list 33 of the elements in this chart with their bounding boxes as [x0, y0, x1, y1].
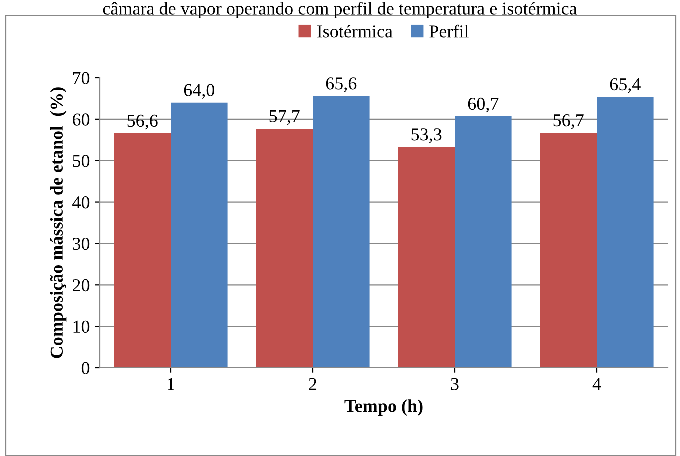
bar — [597, 97, 654, 368]
x-tick-label: 2 — [309, 378, 317, 390]
x-tick-label: 1 — [168, 378, 174, 390]
x-tick-label: 3 — [451, 378, 459, 390]
data-label: 56,7 — [554, 114, 584, 130]
bar — [455, 116, 512, 368]
y-tick-label: 50 — [73, 155, 90, 168]
y-tick-label: 10 — [74, 320, 90, 334]
x-axis-title: Tempo (h) — [344, 400, 423, 416]
bar — [171, 102, 228, 368]
data-label: 64,0 — [184, 84, 215, 100]
y-axis-title: Composição mássica de etanol (%) — [50, 88, 67, 358]
data-label: 57,7 — [270, 110, 300, 126]
chart-title: câmara de vapor operando com perfil de temperatura e isotérmica — [103, 2, 578, 19]
data-label: 60,7 — [468, 98, 499, 113]
bar — [114, 134, 171, 368]
legend-label: Isotérmica — [317, 25, 393, 38]
y-tick-label: 70 — [73, 72, 90, 84]
bar — [540, 133, 597, 368]
bar — [398, 147, 455, 368]
data-label: 53,3 — [412, 128, 442, 144]
y-tick-label: 40 — [72, 196, 90, 209]
y-tick-label: 20 — [73, 279, 90, 292]
x-tick-label: 4 — [592, 378, 602, 390]
y-tick-label: 60 — [73, 114, 90, 126]
bar — [256, 128, 313, 368]
data-label: 56,6 — [128, 114, 158, 130]
legend-label: Perfil — [430, 24, 469, 38]
data-label: 65,4 — [610, 78, 641, 94]
data-label: 65,6 — [326, 78, 357, 92]
y-tick-label: 30 — [73, 238, 90, 250]
bar — [313, 96, 370, 368]
y-tick-label: 0 — [82, 362, 90, 374]
